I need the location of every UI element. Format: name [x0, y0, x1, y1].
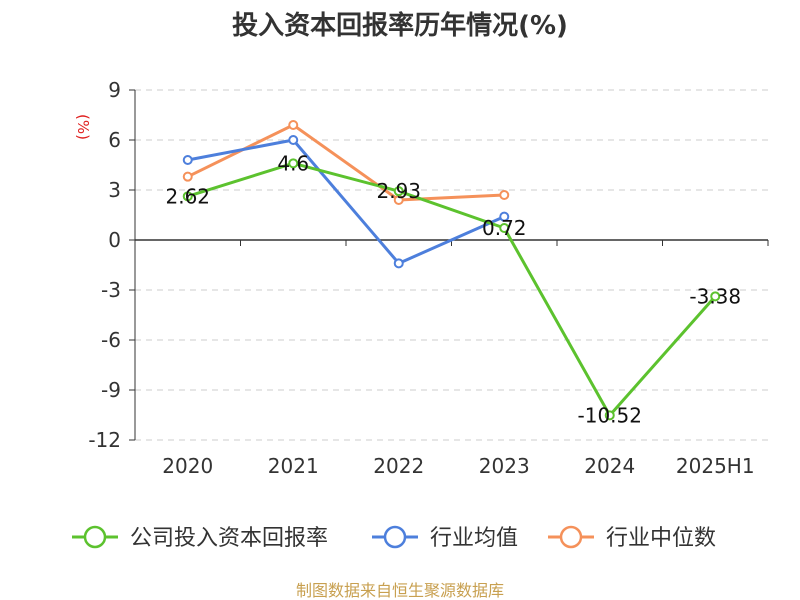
- y-tick-label: -6: [101, 328, 121, 352]
- data-label: 2.93: [376, 179, 421, 203]
- y-tick-label: -9: [101, 378, 121, 402]
- legend-marker: [559, 525, 583, 549]
- series-lines: [182, 120, 721, 421]
- data-point[interactable]: [499, 190, 510, 200]
- legend-label: 行业均值: [430, 526, 518, 551]
- legend-marker: [383, 525, 407, 549]
- y-axis-label: (%): [74, 114, 92, 140]
- x-tick-label: 2022: [373, 454, 424, 478]
- data-point[interactable]: [288, 135, 299, 145]
- grid-lines: [135, 89, 768, 441]
- data-point[interactable]: [182, 171, 193, 182]
- x-tick-label: 2023: [479, 454, 530, 478]
- chart-title: 投入资本回报率历年情况(%): [232, 10, 568, 41]
- series-line: [187, 138, 505, 265]
- legend-marker: [83, 525, 107, 549]
- data-point[interactable]: [393, 186, 404, 197]
- legend[interactable]: 公司投入资本回报率 行业均值 行业中位数: [72, 525, 716, 551]
- series-1: [182, 135, 510, 269]
- x-tick-label: 2021: [268, 454, 319, 478]
- x-tick-label: 2024: [584, 454, 635, 478]
- y-tick-label: 9: [108, 78, 121, 102]
- source-note: 制图数据来自恒生聚源数据库: [296, 581, 504, 600]
- data-label: -3.38: [689, 284, 741, 308]
- data-point[interactable]: [182, 155, 193, 165]
- data-point[interactable]: [393, 258, 404, 269]
- data-point[interactable]: [710, 291, 721, 302]
- data-label: 4.6: [277, 151, 309, 175]
- legend-item-1[interactable]: 行业均值: [372, 525, 518, 551]
- y-tick-label: 0: [108, 228, 121, 252]
- y-tick-label: 3: [108, 178, 121, 202]
- axes: 9 6 3 0 -3 -6 -9 -12 2020 2021 2022 2023 2024 2025H1: [88, 78, 769, 478]
- data-point[interactable]: [499, 211, 510, 222]
- legend-item-0[interactable]: 公司投入资本回报率: [72, 525, 328, 551]
- legend-label: 行业中位数: [606, 526, 716, 551]
- series-2: [182, 120, 510, 205]
- series-line: [187, 161, 717, 417]
- data-point[interactable]: [499, 223, 510, 233]
- data-point[interactable]: [288, 120, 299, 130]
- series-line: [187, 123, 505, 202]
- series-0: [182, 158, 721, 421]
- data-label: 0.72: [482, 216, 527, 240]
- data-label: -10.52: [578, 403, 642, 427]
- data-label: 2.62: [165, 184, 210, 208]
- y-tick-label: 6: [108, 128, 121, 152]
- data-point[interactable]: [288, 158, 299, 169]
- y-tick-label: -12: [88, 428, 121, 452]
- y-tick-label: -3: [101, 278, 121, 302]
- data-labels: 2.62 4.6 2.93 0.72 -10.52 -3.38: [165, 151, 741, 427]
- legend-item-2[interactable]: 行业中位数: [548, 525, 716, 551]
- x-tick-label: 2020: [162, 454, 213, 478]
- legend-label: 公司投入资本回报率: [130, 526, 328, 551]
- data-point[interactable]: [604, 410, 615, 421]
- x-tick-label: 2025H1: [676, 454, 755, 478]
- data-point[interactable]: [182, 191, 193, 202]
